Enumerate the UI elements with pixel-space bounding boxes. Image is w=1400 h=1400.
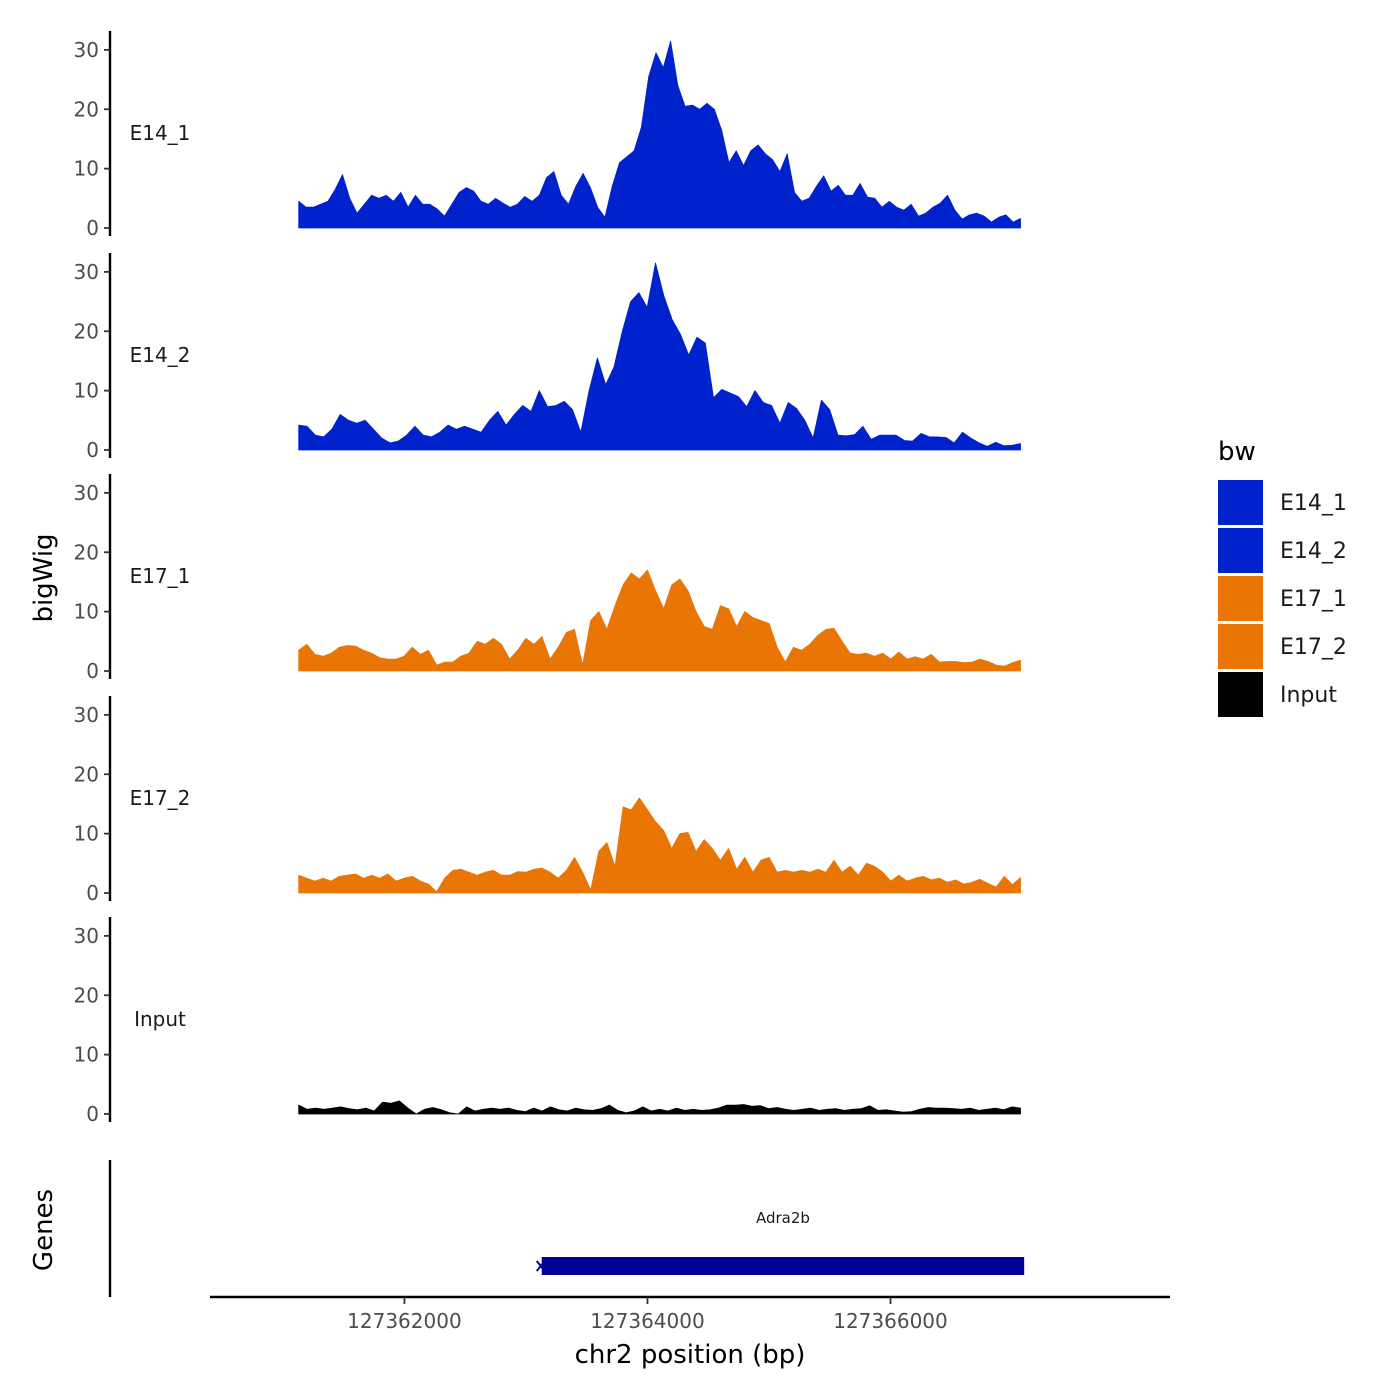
coverage-area-E17_1	[298, 569, 1021, 672]
gene-body	[541, 1257, 1025, 1275]
coverage-area-E17_2	[298, 797, 1021, 894]
track-Input: 0 10 20 30 Input	[74, 917, 1021, 1126]
y-tick-label: 10	[74, 379, 99, 403]
gene-track: Adra2b	[108, 1160, 1025, 1297]
y-tick-label: 30	[74, 260, 99, 284]
legend-swatch-Input	[1218, 672, 1263, 717]
y-tick-label: 10	[74, 1043, 99, 1067]
y-tick-label: 0	[86, 881, 99, 905]
legend-label: E17_1	[1280, 587, 1347, 612]
track-label: E17_1	[130, 564, 191, 588]
gene-Adra2b: Adra2b	[535, 1209, 1025, 1275]
gene-label: Adra2b	[756, 1209, 810, 1227]
y-tick-label: 10	[74, 822, 99, 846]
legend-label: E14_2	[1280, 539, 1347, 564]
y-tick-label: 0	[86, 216, 99, 240]
y-tick-label: 20	[74, 762, 99, 786]
strand-arrow-icon	[535, 1260, 546, 1272]
y-tick-label: 10	[74, 600, 99, 624]
coverage-tracks: 0 10 20 30 E14_1 0 10 20 30 E14_2 0 10 20 30 E17_1 0 10 2…	[74, 31, 1021, 1126]
track-E17_1: 0 10 20 30 E17_1	[74, 474, 1021, 683]
y-axis-title: bigWig	[29, 533, 59, 622]
legend-swatch-E17_2	[1218, 624, 1263, 669]
legend-title: bw	[1218, 437, 1256, 467]
y-tick-label: 20	[74, 97, 99, 121]
y-tick-label: 30	[74, 38, 99, 62]
y-tick-label: 20	[74, 540, 99, 564]
coverage-area-Input	[298, 1100, 1021, 1115]
x-tick-label: 127366000	[833, 1309, 948, 1333]
legend: bw E14_1 E14_2 E17_1 E17_2 Input	[1218, 437, 1347, 717]
legend-swatch-E14_1	[1218, 480, 1263, 525]
gene-track-title: Genes	[29, 1189, 59, 1271]
x-tick-label: 127362000	[347, 1309, 462, 1333]
track-label: E17_2	[130, 786, 191, 810]
x-axis-title: chr2 position (bp)	[575, 1340, 806, 1370]
y-tick-label: 20	[74, 983, 99, 1007]
legend-label: E17_2	[1280, 635, 1347, 660]
y-tick-label: 30	[74, 481, 99, 505]
y-tick-label: 20	[74, 319, 99, 343]
y-tick-label: 0	[86, 659, 99, 683]
coverage-area-E14_1	[298, 40, 1021, 229]
track-E14_2: 0 10 20 30 E14_2	[74, 253, 1021, 462]
track-label: Input	[134, 1007, 186, 1031]
legend-label: Input	[1280, 683, 1337, 708]
x-axis: 127362000 127364000 127366000	[210, 1295, 1170, 1333]
track-E14_1: 0 10 20 30 E14_1	[74, 31, 1021, 240]
legend-label: E14_1	[1280, 491, 1347, 516]
y-tick-label: 30	[74, 703, 99, 727]
y-tick-label: 0	[86, 1102, 99, 1126]
y-tick-label: 0	[86, 438, 99, 462]
track-E17_2: 0 10 20 30 E17_2	[74, 696, 1021, 905]
track-label: E14_1	[130, 121, 191, 145]
legend-swatch-E17_1	[1218, 576, 1263, 621]
y-tick-label: 10	[74, 157, 99, 181]
track-label: E14_2	[130, 343, 191, 367]
x-tick-label: 127364000	[590, 1309, 705, 1333]
y-tick-label: 30	[74, 924, 99, 948]
coverage-area-E14_2	[298, 262, 1021, 451]
legend-swatch-E14_2	[1218, 528, 1263, 573]
